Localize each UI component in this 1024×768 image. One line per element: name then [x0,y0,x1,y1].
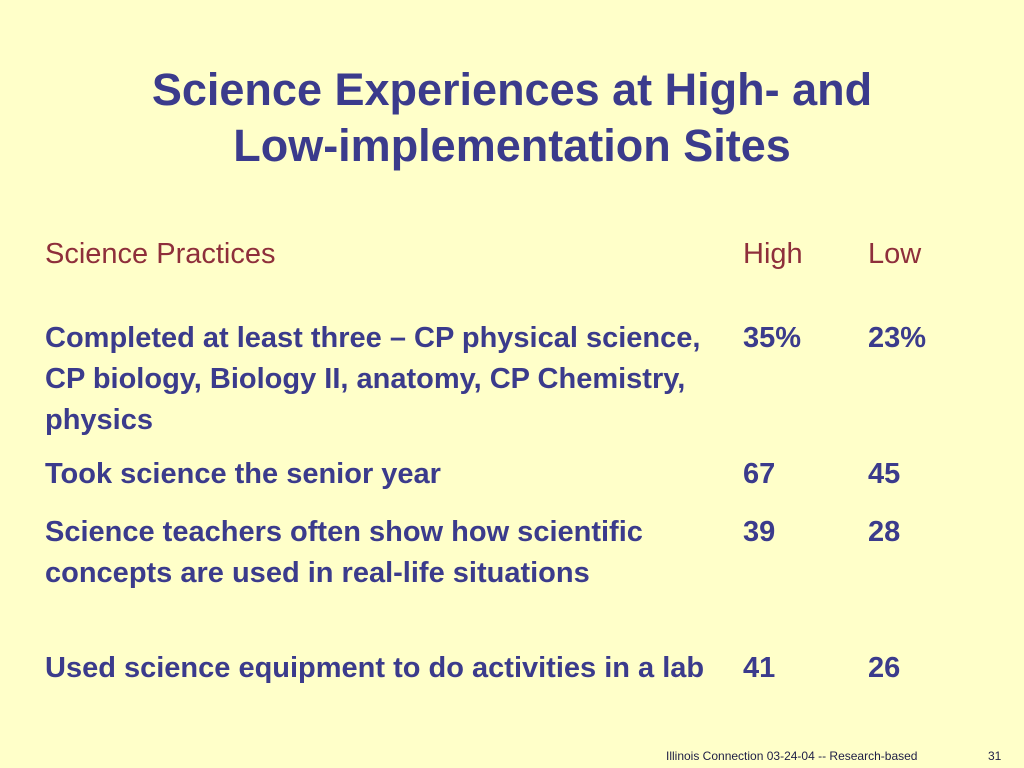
high-value-cell: 35% [743,322,802,354]
table-row: Used science equipment to do activities … [45,648,995,738]
slide-title-line-2: Low-implementation Sites [233,120,791,171]
practice-cell: Science teachers often show how scientif… [45,516,643,589]
slide-footer: Illinois Connection 03-24-04 -- Research… [0,748,1024,764]
header-science-practices: Science Practices [45,238,276,270]
high-value-cell: 41 [743,652,776,684]
slide-title-line-1: Science Experiences at High- and [151,64,873,115]
table-row: Science teachers often show how scientif… [45,512,995,648]
science-practices-table: Science Practices High Low Completed at … [45,234,995,738]
practice-cell: Took science the senior year [45,458,441,490]
low-value-cell: 26 [868,652,901,684]
table-header-row: Science Practices High Low [45,234,995,318]
high-value-cell: 39 [743,516,776,548]
practice-cell: Completed at least three – CP physical s… [45,322,701,436]
header-high: High [743,238,803,270]
slide-title: Science Experiences at High- and Low-imp… [0,62,1024,174]
header-low: Low [868,238,922,270]
footer-text: Illinois Connection 03-24-04 -- Research… [666,749,918,763]
low-value-cell: 23% [868,322,927,354]
practice-cell: Used science equipment to do activities … [45,652,705,684]
page-number: 31 [988,749,1002,763]
table-row: Completed at least three – CP physical s… [45,318,995,454]
low-value-cell: 45 [868,458,901,490]
low-value-cell: 28 [868,516,901,548]
high-value-cell: 67 [743,458,776,490]
table-row: Took science the senior year 67 45 [45,454,995,512]
